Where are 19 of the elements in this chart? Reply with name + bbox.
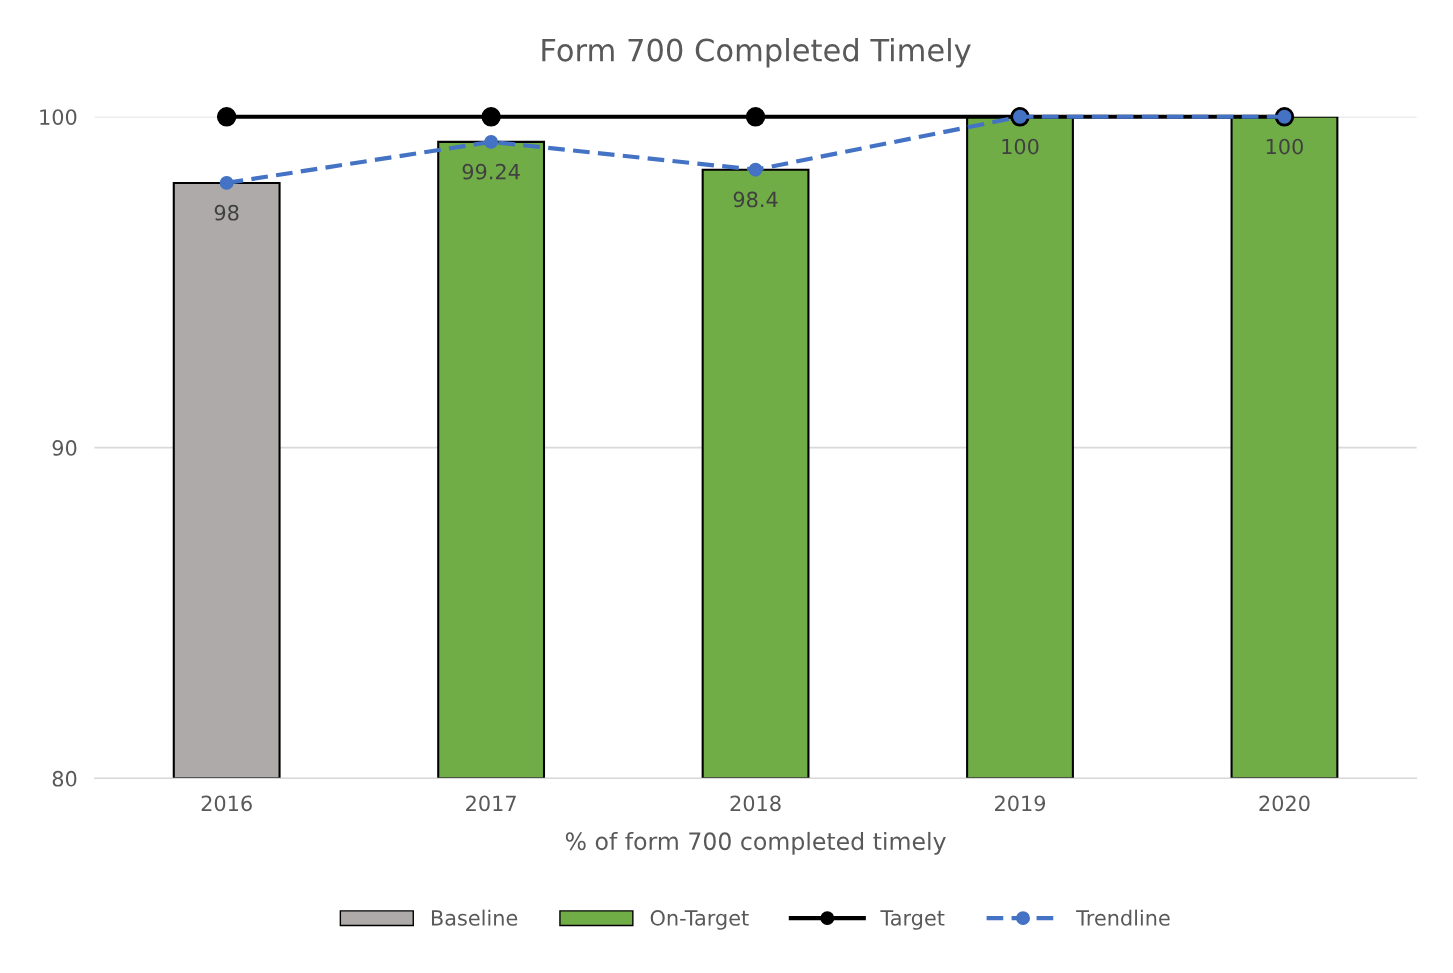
data-label: 99.24	[462, 163, 520, 180]
legend-label: Baseline	[431, 909, 518, 926]
y-tick-label: 100	[40, 109, 77, 125]
legend-label: Target	[880, 910, 945, 930]
x-tick-label: 2019	[995, 795, 1046, 812]
x-tick-label: 2018	[730, 795, 781, 812]
x-tick-label: 2020	[1259, 795, 1310, 812]
y-tick-label: 80	[52, 770, 77, 787]
chart-title: Form 700 Completed Timely	[542, 37, 971, 68]
legend-label: Trendline	[1076, 909, 1170, 926]
data-label: 98.4	[733, 191, 778, 208]
data-label: 100	[1002, 138, 1039, 155]
y-tick-label: 90	[52, 440, 77, 456]
legend-label: On-Target	[650, 910, 749, 930]
x-tick-label: 2016	[201, 795, 252, 812]
x-axis-title: % of form 700 completed timely	[565, 831, 946, 855]
data-label: 100	[1266, 138, 1303, 155]
data-label: 98	[214, 204, 239, 221]
x-tick-label: 2017	[466, 795, 516, 812]
